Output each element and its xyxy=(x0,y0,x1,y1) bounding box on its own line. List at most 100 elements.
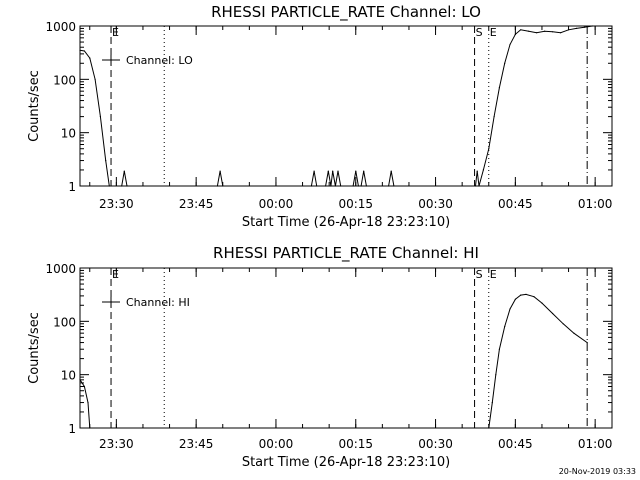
data-point xyxy=(123,170,125,172)
data-point xyxy=(482,169,484,171)
y-tick-label: 1 xyxy=(68,422,76,436)
x-axis-label: Start Time (26-Apr-18 23:23:10) xyxy=(242,215,450,230)
data-point xyxy=(216,185,218,187)
data-point xyxy=(491,402,493,404)
data-point xyxy=(365,185,367,187)
data-point xyxy=(525,293,527,295)
data-point xyxy=(586,342,588,344)
x-axis-label: Start Time (26-Apr-18 23:23:10) xyxy=(242,455,450,470)
x-tick-label: 00:30 xyxy=(418,197,453,211)
x-tick-label: 00:15 xyxy=(338,197,373,211)
data-point xyxy=(87,402,89,404)
data-point xyxy=(573,332,575,334)
x-tick-label: 00:00 xyxy=(259,197,294,211)
x-tick-label: 23:45 xyxy=(179,437,214,451)
x-tick-label: 23:45 xyxy=(179,197,214,211)
data-point xyxy=(560,32,562,34)
y-tick-label: 100 xyxy=(53,315,76,329)
data-point xyxy=(79,379,81,381)
data-point xyxy=(488,427,490,429)
data-point xyxy=(357,185,359,187)
event-marker-label: S xyxy=(476,268,483,281)
x-tick-label: 23:30 xyxy=(99,197,134,211)
chart-title: RHESSI PARTICLE_RATE Channel: HI xyxy=(213,244,479,263)
x-tick-label: 00:30 xyxy=(418,437,453,451)
data-point xyxy=(390,170,392,172)
data-point xyxy=(89,57,91,59)
data-point xyxy=(121,185,123,187)
x-tick-label: 00:45 xyxy=(498,437,533,451)
data-point xyxy=(520,294,522,296)
data-point xyxy=(514,33,517,35)
data-point xyxy=(495,374,497,376)
chart-title: RHESSI PARTICLE_RATE Channel: LO xyxy=(211,3,481,22)
data-point xyxy=(528,30,530,32)
data-point xyxy=(79,49,81,51)
data-point xyxy=(105,160,107,162)
data-point xyxy=(488,148,490,150)
data-point xyxy=(327,170,329,172)
y-tick-label: 10 xyxy=(61,127,76,141)
data-point xyxy=(536,32,538,34)
data-point xyxy=(544,30,546,32)
y-tick-label: 1 xyxy=(68,180,76,194)
chart-panel-hi: RHESSI PARTICLE_RATE Channel: HI Start Ti… xyxy=(27,244,613,470)
data-point xyxy=(552,31,554,33)
series-line xyxy=(79,25,593,187)
y-tick-label: 1000 xyxy=(45,20,76,34)
data-point xyxy=(340,185,342,187)
data-point xyxy=(337,170,339,172)
legend-label: Channel: LO xyxy=(126,54,193,67)
data-point xyxy=(94,78,96,80)
event-marker-label: E xyxy=(112,268,119,281)
data-point xyxy=(504,325,506,328)
x-tick-label: 01:00 xyxy=(578,437,613,451)
data-point xyxy=(355,170,357,172)
data-point xyxy=(520,29,522,31)
series-line xyxy=(79,293,588,429)
data-point xyxy=(83,50,85,52)
plot-frame xyxy=(79,267,613,429)
data-point xyxy=(575,27,578,29)
x-tick-label: 00:00 xyxy=(259,437,294,451)
data-point xyxy=(591,25,594,27)
y-tick-label: 10 xyxy=(61,369,76,383)
plot-frame xyxy=(79,25,613,187)
x-tick-label: 01:00 xyxy=(578,197,613,211)
legend-label: Channel: HI xyxy=(126,296,190,309)
data-point xyxy=(583,26,586,28)
footer-timestamp: 20-Nov-2019 03:33 xyxy=(559,467,636,476)
data-point xyxy=(504,62,506,64)
data-point xyxy=(360,185,362,187)
data-point xyxy=(325,185,327,187)
x-tick-label: 00:15 xyxy=(338,437,373,451)
event-marker-label: S xyxy=(476,26,483,39)
data-point xyxy=(330,185,332,187)
data-point xyxy=(388,185,390,187)
chart-panel-lo: RHESSI PARTICLE_RATE Channel: LO Start Ti… xyxy=(27,3,613,230)
data-point xyxy=(332,170,334,172)
event-marker-label: E xyxy=(490,26,497,39)
data-point xyxy=(219,170,221,172)
data-point xyxy=(126,185,128,187)
x-tick-label: 00:45 xyxy=(498,197,533,211)
data-point xyxy=(222,185,224,187)
data-point xyxy=(541,302,543,304)
data-point xyxy=(493,116,495,118)
data-point xyxy=(313,170,315,172)
data-point xyxy=(363,170,365,172)
y-axis-label: Counts/sec xyxy=(27,70,42,142)
y-tick-label: 1000 xyxy=(45,262,76,276)
data-point xyxy=(474,185,477,187)
y-axis-label: Counts/sec xyxy=(27,312,42,384)
data-point xyxy=(509,308,511,310)
data-point xyxy=(476,170,478,172)
data-point xyxy=(393,185,395,187)
y-tick-label: 100 xyxy=(53,73,76,87)
data-point xyxy=(498,87,500,89)
data-point xyxy=(89,427,91,429)
data-point xyxy=(478,185,480,187)
data-point xyxy=(509,43,511,46)
data-point xyxy=(310,185,312,187)
